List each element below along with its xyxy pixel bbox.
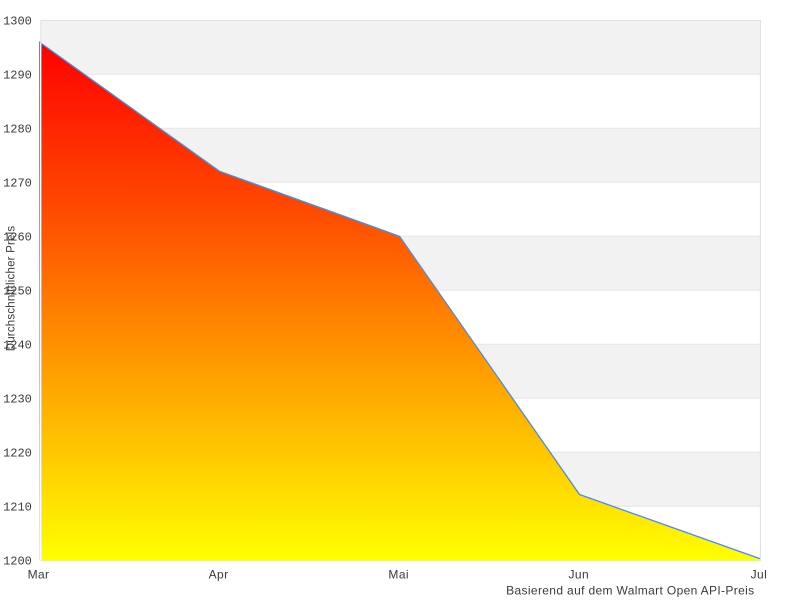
svg-text:Mai: Mai bbox=[388, 568, 409, 582]
svg-text:1270: 1270 bbox=[3, 177, 32, 191]
svg-text:Mar: Mar bbox=[28, 568, 50, 582]
svg-text:1200: 1200 bbox=[3, 555, 32, 569]
svg-text:1290: 1290 bbox=[3, 69, 32, 83]
svg-text:1300: 1300 bbox=[3, 15, 32, 29]
svg-text:1220: 1220 bbox=[3, 447, 32, 461]
svg-text:1250: 1250 bbox=[3, 285, 32, 299]
svg-text:1280: 1280 bbox=[3, 123, 32, 137]
svg-text:1230: 1230 bbox=[3, 393, 32, 407]
svg-text:Basierend auf dem Walmart Open: Basierend auf dem Walmart Open API-Preis bbox=[506, 584, 754, 598]
svg-text:Jul: Jul bbox=[751, 568, 768, 582]
svg-text:1240: 1240 bbox=[3, 339, 32, 353]
svg-text:1260: 1260 bbox=[3, 231, 32, 245]
svg-text:Durchschnittlicher Preis: Durchschnittlicher Preis bbox=[6, 226, 18, 352]
svg-text:Apr: Apr bbox=[209, 568, 229, 582]
svg-text:1210: 1210 bbox=[3, 501, 32, 515]
svg-text:Jun: Jun bbox=[569, 568, 590, 582]
